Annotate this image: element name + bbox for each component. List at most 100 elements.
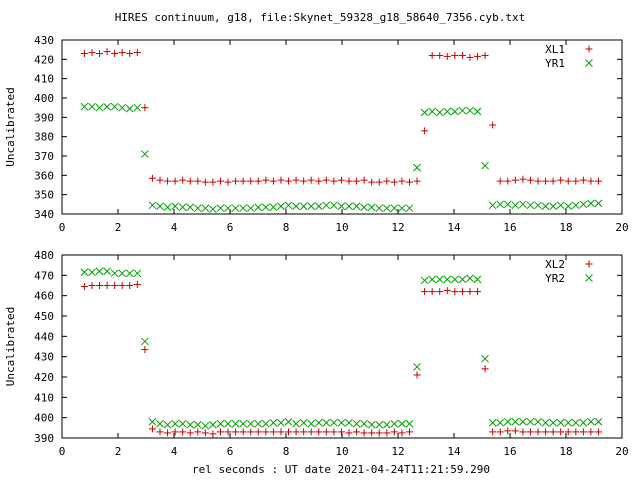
data-point [398, 419, 406, 428]
data-point [382, 420, 391, 429]
data-point [390, 428, 398, 436]
data-point [330, 177, 338, 185]
data-point [534, 417, 542, 426]
data-point [80, 50, 88, 58]
data-point [519, 428, 527, 436]
data-point [398, 177, 406, 185]
data-point [307, 176, 315, 184]
data-point [360, 429, 368, 437]
chart-title: HIRES continuum, g18, file:Skynet_59328_… [114, 11, 526, 24]
bottom-y-tick-label: 410 [34, 391, 54, 404]
top-y-tick-label: 410 [34, 73, 54, 86]
data-point [481, 161, 489, 170]
bottom-series-yr2 [80, 267, 603, 430]
data-point [443, 52, 451, 60]
top-x-tick-label: 6 [227, 221, 234, 234]
data-point [186, 420, 195, 429]
data-point [80, 268, 89, 277]
bottom-legend-label-xl2: XL2 [545, 258, 565, 271]
data-point [504, 427, 512, 435]
data-point [443, 287, 451, 295]
data-point [549, 418, 557, 427]
data-point [171, 177, 179, 185]
bottom-y-tick-label: 430 [34, 351, 54, 364]
data-point [330, 418, 338, 427]
data-point [542, 428, 550, 436]
bottom-y-tick-label: 480 [34, 249, 54, 262]
bottom-x-tick-label: 12 [391, 445, 404, 458]
data-point [405, 178, 413, 186]
data-point [96, 282, 104, 289]
top-y-tick-label: 370 [34, 150, 54, 163]
data-point [277, 418, 285, 427]
bottom-x-tick-label: 20 [615, 445, 628, 458]
data-point [481, 51, 489, 59]
data-point [156, 428, 164, 436]
data-point [232, 428, 240, 436]
data-point [587, 417, 595, 426]
data-point [322, 418, 331, 427]
data-point [292, 419, 300, 428]
data-point [557, 428, 565, 436]
data-point [413, 177, 421, 185]
data-point [450, 107, 459, 116]
data-point [579, 200, 588, 209]
data-point [436, 288, 444, 296]
top-x-tick-label: 8 [283, 221, 290, 234]
data-point [315, 428, 323, 436]
data-point [201, 178, 209, 186]
data-point [141, 346, 149, 354]
data-point [435, 275, 444, 284]
data-point [375, 178, 383, 186]
data-point [186, 429, 194, 437]
data-point [519, 200, 527, 209]
data-point [458, 288, 466, 296]
data-point [299, 202, 308, 211]
data-point [572, 428, 580, 436]
data-point [284, 417, 293, 426]
data-point [519, 417, 527, 426]
data-point [435, 108, 444, 117]
data-point [292, 176, 300, 184]
data-point [541, 418, 550, 427]
data-point [216, 419, 225, 428]
data-point [277, 428, 285, 436]
data-point [511, 176, 519, 184]
data-point [496, 200, 505, 209]
data-point [526, 201, 535, 210]
data-point [541, 202, 550, 211]
bottom-plot-panel: 390 400 410 420 430 440 450 460 470 480 0 2 4 6 8 10 12 1… [4, 249, 629, 458]
data-point [571, 418, 580, 427]
data-point [383, 177, 391, 185]
data-point [224, 178, 232, 186]
data-point [269, 428, 277, 436]
data-point [307, 428, 315, 436]
data-point [148, 425, 156, 433]
data-point [239, 204, 248, 213]
data-point [262, 176, 270, 184]
data-point [330, 428, 338, 436]
data-point [284, 201, 293, 210]
top-x-tick-label: 14 [447, 221, 461, 234]
data-point [216, 204, 225, 213]
data-point [103, 282, 111, 289]
data-point [474, 52, 482, 60]
data-point [451, 288, 459, 296]
data-point [428, 288, 436, 296]
bottom-y-tick-label: 470 [34, 269, 54, 282]
data-point [421, 127, 429, 135]
data-point [481, 365, 489, 373]
top-x-tick-label: 16 [503, 221, 516, 234]
data-point [201, 421, 210, 430]
x-axis-label: rel seconds : UT date 2021-04-24T11:21:5… [191, 463, 490, 476]
data-point [587, 177, 595, 185]
bottom-legend-marker-yr2 [585, 274, 593, 282]
data-point [489, 428, 497, 436]
data-point [360, 176, 368, 184]
data-point [314, 418, 323, 427]
data-point [466, 106, 474, 115]
data-point [209, 430, 217, 438]
data-point [246, 204, 255, 213]
data-point [110, 102, 119, 111]
data-point [572, 177, 580, 185]
